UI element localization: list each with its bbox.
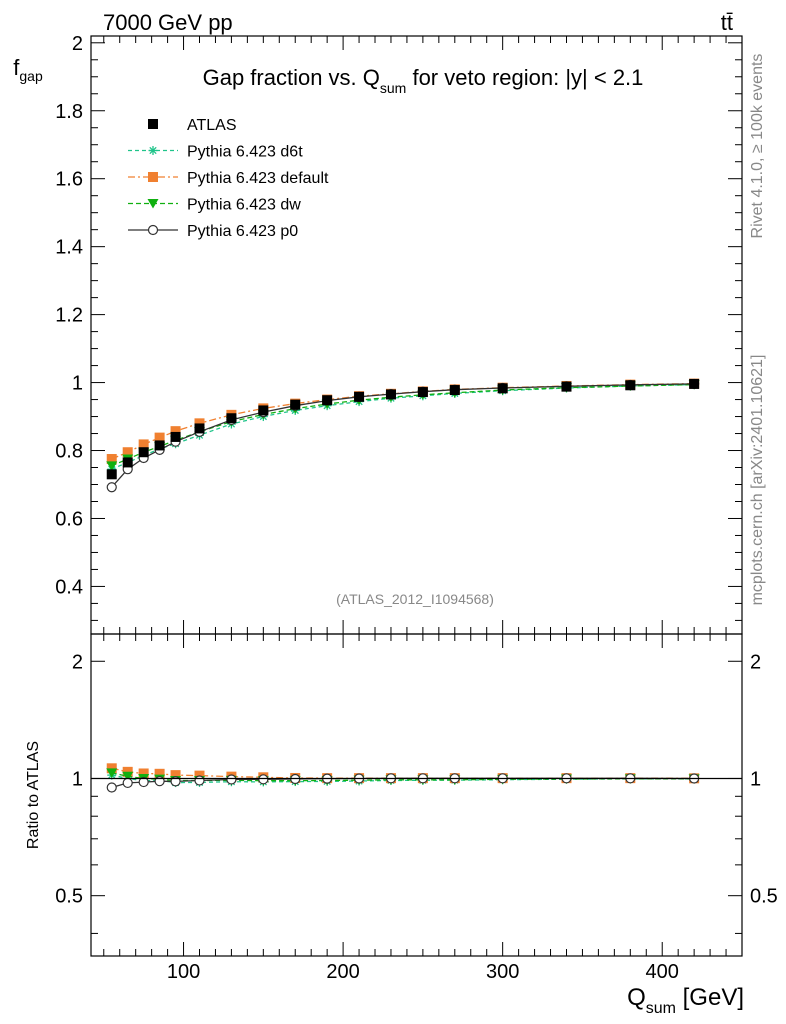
ratio-y-tick-label-right: 2 <box>750 651 761 673</box>
main-y-label: fgap <box>13 55 43 84</box>
legend-marker-pythia-6-423-d6t <box>148 146 158 155</box>
main-y-tick-label: 0.6 <box>55 508 83 530</box>
rivet-version-label: Rivet 4.1.0, ≥ 100k events <box>749 54 766 239</box>
legend-label-atlas: ATLAS <box>187 117 237 134</box>
ratio-y-tick-label: 1 <box>72 768 83 790</box>
ratio-point-pythia-6-423-default <box>154 768 165 779</box>
point-pythia-6-423-p0 <box>106 482 117 493</box>
point-atlas <box>170 431 181 442</box>
main-y-tick-label: 1.8 <box>55 101 83 123</box>
point-atlas <box>385 389 396 400</box>
x-axis: 100 200 300 400 <box>103 36 743 983</box>
point-atlas <box>226 413 237 424</box>
point-pythia-6-423-dw <box>106 461 118 471</box>
main-y-tick-label: 1 <box>72 373 83 395</box>
ratio-point-pythia-6-423-default <box>138 768 149 779</box>
point-atlas <box>290 399 301 410</box>
ratio-point-pythia-6-423-p0 <box>122 777 133 789</box>
main-series-layer <box>106 378 700 493</box>
point-pythia-6-423-default <box>170 426 181 437</box>
legend: ATLAS Pythia 6.423 d6t Pythia 6.423 defaul… <box>128 117 329 240</box>
legend-marker-atlas <box>148 119 158 129</box>
ratio-point-pythia-6-423-default <box>170 770 181 781</box>
point-atlas <box>194 423 205 434</box>
ratio-y-label: Ratio to ATLAS <box>25 741 42 849</box>
point-pythia-6-423-default <box>194 418 205 429</box>
ratio-point-pythia-6-423-default <box>106 763 117 774</box>
legend-marker-pythia-6-423-dw <box>147 199 159 209</box>
main-y-tick-label: 1.4 <box>55 237 83 259</box>
main-y-tick-label: 0.4 <box>55 576 83 598</box>
ratio-point-pythia-6-423-p0 <box>258 774 269 785</box>
point-pythia-6-423-default <box>138 439 149 450</box>
analysis-label: (ATLAS_2012_I1094568) <box>336 591 494 607</box>
ratio-point-pythia-6-423-p0 <box>226 774 237 785</box>
main-y-tick-label: 1.6 <box>55 169 83 191</box>
ratio-point-pythia-6-423-p0 <box>194 775 205 786</box>
legend-label-pythia-6-423-dw: Pythia 6.423 dw <box>187 197 301 214</box>
point-pythia-6-423-default <box>106 454 117 465</box>
main-y-tick-label: 1.2 <box>55 305 83 327</box>
ratio-y-axis: 0.5 0.5 1 1 2 2 <box>55 651 778 934</box>
point-pythia-6-423-default <box>122 447 133 458</box>
x-tick-label: 100 <box>167 961 200 983</box>
legend-marker-pythia-6-423-default <box>148 172 158 182</box>
point-pythia-6-423-default <box>154 432 165 443</box>
ratio-point-pythia-6-423-dw <box>106 768 118 778</box>
point-atlas <box>625 380 636 391</box>
ratio-y-tick-label: 2 <box>72 651 83 673</box>
main-y-axis: 0.4 0.6 0.8 1 1.2 1.4 1.6 1.8 2 <box>55 33 742 621</box>
point-atlas <box>106 469 117 480</box>
legend-label-pythia-6-423-d6t: Pythia 6.423 d6t <box>187 144 303 161</box>
legend-marker-pythia-6-423-p0 <box>147 224 159 236</box>
point-atlas <box>138 447 149 458</box>
point-atlas <box>354 391 365 402</box>
ratio-y-tick-label-right: 0.5 <box>750 886 778 908</box>
ratio-line-pythia-6-423-dw <box>111 772 695 782</box>
main-y-tick-label: 2 <box>72 33 83 55</box>
point-atlas <box>449 385 460 396</box>
process-label: tt̄ <box>721 10 733 35</box>
point-atlas <box>258 405 269 416</box>
legend-label-pythia-6-423-p0: Pythia 6.423 p0 <box>187 223 298 240</box>
legend-label-pythia-6-423-default: Pythia 6.423 default <box>187 170 329 187</box>
point-atlas <box>122 457 133 468</box>
ratio-y-tick-label: 0.5 <box>55 886 83 908</box>
x-axis-label: Qsum [GeV] <box>627 984 744 1017</box>
ratio-panel-frame <box>90 633 743 957</box>
point-atlas <box>497 383 508 394</box>
point-atlas <box>322 395 333 406</box>
ratio-point-pythia-6-423-dw <box>122 771 134 782</box>
ratio-point-pythia-6-423-p0 <box>138 776 149 788</box>
point-atlas <box>561 381 572 392</box>
chart-title: Gap fraction vs. Qsum for veto region: |… <box>203 65 644 96</box>
point-atlas <box>154 440 165 451</box>
x-tick-label: 400 <box>646 961 679 983</box>
point-atlas <box>417 387 428 398</box>
ratio-y-tick-label-right: 1 <box>750 768 761 790</box>
x-tick-label: 300 <box>486 961 519 983</box>
ratio-point-pythia-6-423-p0 <box>106 782 117 793</box>
ratio-point-pythia-6-423-p0 <box>170 776 181 787</box>
main-y-tick-label: 0.8 <box>55 441 83 463</box>
point-atlas <box>689 378 700 389</box>
energy-label: 7000 GeV pp <box>103 10 233 35</box>
ratio-series-layer <box>91 763 742 793</box>
x-tick-label: 200 <box>326 961 359 983</box>
source-label: mcplots.cern.ch [arXiv:2401.10621] <box>749 355 766 606</box>
